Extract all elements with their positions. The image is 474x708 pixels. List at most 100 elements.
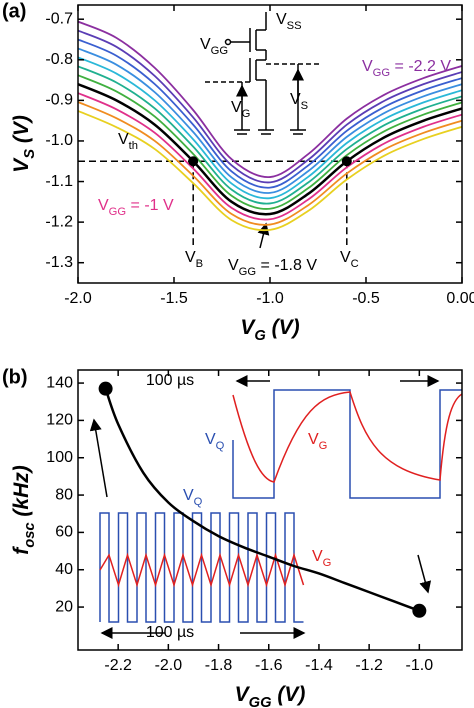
annotation: VGG = -1 V <box>98 197 174 218</box>
annotation-arrow <box>417 554 432 594</box>
annotation: VGG <box>200 36 228 57</box>
plot-frame <box>77 369 463 651</box>
y-axis-label-main: f <box>10 546 33 555</box>
series-line <box>78 47 462 194</box>
annotation: VGG = -1.8 V <box>228 257 317 278</box>
annotation-sub: SS <box>287 20 302 32</box>
annotation-rest: = -2.2 V <box>390 58 451 75</box>
y-tick-label: 40 <box>55 561 73 578</box>
x-tick-label: -2.0 <box>155 657 183 674</box>
waveform-inset-bottom <box>99 512 306 639</box>
annotation-sub: GG <box>373 67 390 79</box>
x-tick-label: 0.00 <box>446 290 474 307</box>
y-tick-label: -0.7 <box>45 10 73 27</box>
x-tick-label: -1.6 <box>255 657 283 674</box>
annotation-main: V <box>185 249 196 266</box>
series-line <box>78 74 462 210</box>
x-tick-label: -1.5 <box>160 290 188 307</box>
panel-label: (b) <box>2 366 28 388</box>
y-axis-label-sub: osc <box>22 522 38 547</box>
y-tick-label: 120 <box>46 412 73 429</box>
y-tick-label: 80 <box>55 486 73 503</box>
series-line <box>78 20 462 178</box>
x-tick-label: -2.0 <box>64 290 92 307</box>
x-tick-label: -2.2 <box>104 657 132 674</box>
series-line <box>78 92 462 221</box>
annotation-main: V <box>276 11 287 28</box>
annotation-main: V <box>340 249 351 266</box>
annotation-main: V <box>290 91 301 108</box>
x-tick-label: -1.0 <box>256 290 284 307</box>
annotation-main: V <box>312 548 323 565</box>
annotation-rest: = -1.8 V <box>256 257 317 274</box>
y-axis-label-rest: (kHz) <box>10 465 33 522</box>
annotation-rest: = -1 V <box>126 197 174 214</box>
annotation: VQ <box>205 431 225 452</box>
y-tick-label: -0.9 <box>45 92 73 109</box>
crossing-point <box>188 156 199 167</box>
annotation-sub: S <box>301 100 308 112</box>
annotation-main: V <box>98 197 109 214</box>
endpoint-marker <box>412 603 427 618</box>
series-line <box>78 101 462 226</box>
annotation-main: 100 µs <box>146 372 194 389</box>
annotation-sub: th <box>129 140 138 152</box>
y-tick-label: 20 <box>55 598 73 615</box>
y-axis-label-main: V <box>10 157 33 173</box>
annotation-sub: G <box>323 557 332 569</box>
panel-label: (a) <box>2 0 26 22</box>
series-line <box>78 65 462 205</box>
annotation: VB <box>185 249 203 270</box>
annotation: VQ <box>183 487 203 508</box>
y-tick-label: -0.8 <box>45 51 73 68</box>
annotation-main: 100 µs <box>146 624 194 641</box>
x-axis-label: VG (V) <box>240 316 299 344</box>
x-tick-label: -1.8 <box>205 657 233 674</box>
annotation-main: V <box>183 487 194 504</box>
y-axis-label-rest: (V) <box>10 115 33 149</box>
x-axis-label-main: V <box>240 316 256 339</box>
annotation: VG <box>312 548 331 569</box>
circuit-schematic <box>205 12 320 135</box>
y-axis-label: fosc (kHz) <box>10 465 38 554</box>
y-tick-label: -1.2 <box>45 213 73 230</box>
annotation: 100 µs <box>146 624 194 641</box>
x-axis-label-sub: G <box>254 328 265 344</box>
annotation: Vth <box>118 131 138 152</box>
x-tick-label: -1.4 <box>305 657 333 674</box>
waveform-inset-top <box>232 375 463 499</box>
annotation-main: V <box>231 99 242 116</box>
annotation-arrow <box>89 418 108 498</box>
annotation: 100 µs <box>146 372 194 389</box>
annotation-sub: GG <box>211 45 228 57</box>
x-axis-label-main: V <box>235 683 251 706</box>
annotation-main: V <box>200 36 211 53</box>
endpoint-marker <box>98 381 113 396</box>
annotation-sub: Q <box>216 440 225 452</box>
y-tick-label: 60 <box>55 524 73 541</box>
annotation-arrow <box>257 222 270 249</box>
annotation: VGG = -2.2 V <box>362 58 451 79</box>
series-line <box>78 110 462 232</box>
annotation-sub: GG <box>109 206 126 218</box>
annotation: VG <box>231 99 250 120</box>
crossing-point <box>341 156 352 167</box>
x-tick-label: -1.2 <box>355 657 383 674</box>
annotation-sub: B <box>196 258 203 270</box>
series-line <box>78 38 462 189</box>
annotation-main: V <box>308 431 319 448</box>
x-axis-label-sub: GG <box>249 695 272 708</box>
annotation-main: V <box>205 431 216 448</box>
x-tick-label: -1.0 <box>406 657 434 674</box>
y-axis-label-sub: S <box>22 149 38 159</box>
annotation-sub: Q <box>194 496 203 508</box>
series-line <box>78 29 462 184</box>
annotation-sub: G <box>242 108 251 120</box>
x-axis-label: VGG (V) <box>235 683 306 708</box>
annotation-sub: G <box>319 440 328 452</box>
series-line <box>78 82 462 216</box>
x-axis-label-rest: (V) <box>266 316 300 339</box>
x-axis-label-rest: (V) <box>272 683 306 706</box>
